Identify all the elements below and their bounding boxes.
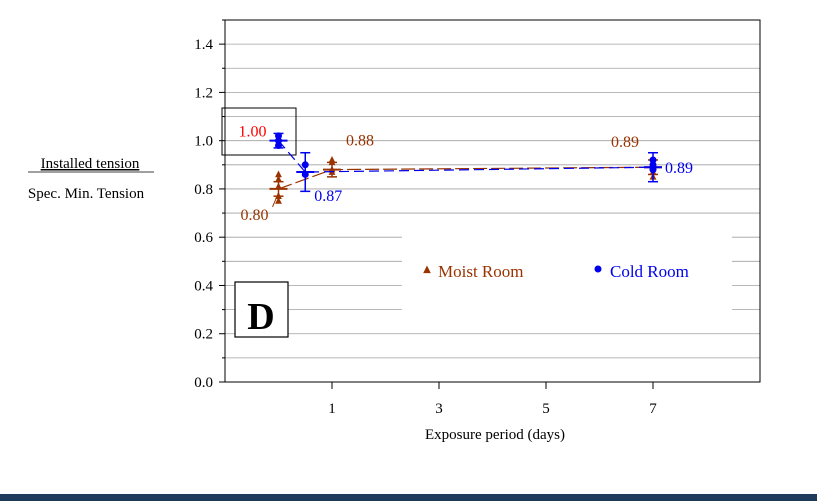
series-cold-room (269, 132, 662, 193)
data-point (275, 197, 282, 204)
legend-label-moist-room: Moist Room (438, 262, 524, 281)
y-tick-label: 1.0 (194, 134, 213, 150)
x-tick-label: 3 (435, 401, 443, 417)
y-tick-label: 0.2 (194, 327, 213, 343)
series-line (278, 140, 654, 173)
y-tick-label: 1.4 (194, 37, 213, 53)
data-label: 0.87 (314, 188, 342, 205)
x-axis-label: Exposure period (days) (425, 427, 565, 443)
data-label: 1.00 (239, 124, 267, 141)
data-label: 0.89 (611, 134, 639, 151)
data-label: 0.88 (346, 133, 374, 150)
legend-label-cold-room: Cold Room (610, 262, 689, 281)
data-label: 0.80 (241, 207, 269, 224)
y-axis-label-top: Installed tension (41, 156, 140, 172)
x-tick-label: 7 (649, 401, 657, 417)
highlight-box (221, 107, 297, 156)
legend-background (402, 232, 732, 316)
data-point (275, 175, 282, 183)
x-tick-label: 1 (328, 401, 336, 417)
y-tick-label: 0.0 (194, 375, 213, 391)
x-tick-label: 5 (542, 401, 550, 417)
data-label: 0.89 (665, 160, 693, 177)
plot-area-frame (224, 19, 761, 383)
y-tick-label: 0.6 (194, 230, 213, 246)
y-axis-label-bottom: Spec. Min. Tension (28, 186, 145, 202)
series: 0.80 0.88 0.89 1.00 0.87 0.89 (239, 124, 694, 224)
legend-marker-moist-room (423, 265, 431, 274)
legend: Moist Room Cold Room (402, 232, 732, 316)
axes: 0.0 0.2 0.4 0.6 0.8 1.0 1.2 1.4 1 3 5 7 (194, 19, 657, 417)
legend-marker-cold-room (594, 265, 602, 273)
panel-label-box (234, 281, 289, 338)
y-tick-label: 0.4 (194, 278, 213, 294)
data-point (328, 155, 336, 163)
data-label-leader (272, 192, 279, 208)
panel-label: D (247, 296, 274, 338)
y-tick-label: 0.8 (194, 182, 213, 198)
data-point (275, 170, 282, 178)
bottom-bar (0, 494, 817, 501)
y-tick-label: 1.2 (194, 85, 213, 101)
